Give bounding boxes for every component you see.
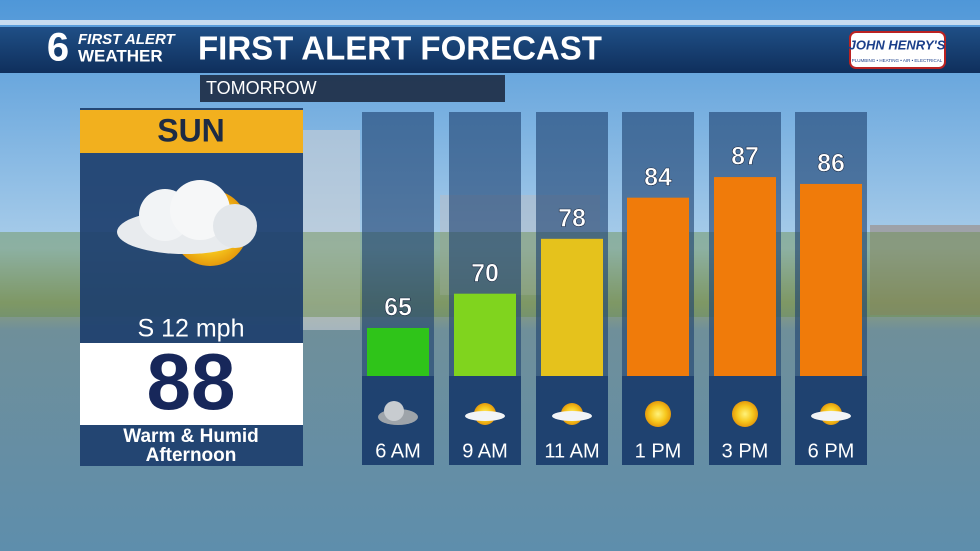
x-tick-label: 6 PM [808, 440, 855, 462]
title: FIRST ALERT FORECAST [198, 30, 602, 67]
condition: Afternoon [146, 445, 237, 466]
bar [714, 177, 776, 376]
sponsor-name: JOHN HENRY'S [849, 37, 946, 52]
logo-line: FIRST ALERT [78, 31, 177, 48]
x-tick-label: 3 PM [722, 440, 769, 462]
logo-line: WEATHER [78, 46, 163, 65]
bar [627, 197, 689, 376]
value-label: 86 [817, 150, 845, 178]
bar [541, 238, 603, 376]
weather-icon [117, 180, 257, 266]
sponsor-tagline: PLUMBING • HEATING • AIR • ELECTRICAL [852, 58, 943, 63]
subtitle-box [200, 75, 505, 102]
cloud [552, 411, 592, 421]
hourly-chart: 65 6 AM 70 9 AM 78 11 AM 84 1 PM 87 3 PM 86 6 PM [362, 112, 867, 465]
logo-number: 6 [47, 26, 69, 70]
bar [367, 327, 429, 376]
cloud [465, 411, 505, 421]
x-tick-label: 1 PM [635, 440, 682, 462]
header-line [0, 20, 980, 25]
condition: Warm & Humid [123, 426, 258, 447]
hour-icon [732, 401, 758, 427]
day-header [80, 110, 303, 153]
subtitle: TOMORROW [206, 78, 317, 98]
building [870, 225, 980, 315]
hour-icon [645, 401, 671, 427]
high-box [80, 343, 303, 425]
hour-icon [465, 403, 505, 425]
hour-icon [378, 401, 418, 425]
x-tick-label: 9 AM [462, 440, 508, 462]
value-label: 87 [731, 143, 759, 171]
bar [800, 183, 862, 376]
sponsor-logo [849, 31, 946, 69]
bar [454, 293, 516, 376]
cloud [384, 401, 404, 421]
x-tick-label: 11 AM [544, 440, 599, 462]
hour-icon [811, 403, 851, 425]
cloud [811, 411, 851, 421]
sun [645, 401, 671, 427]
wind: S 12 mph [137, 315, 244, 343]
x-tick-label: 6 AM [375, 440, 421, 462]
high-temp: 88 [147, 337, 236, 426]
value-label: 78 [558, 204, 586, 232]
day-label: SUN [157, 112, 225, 148]
hour-icon [552, 403, 592, 425]
sun [732, 401, 758, 427]
value-label: 70 [471, 259, 499, 287]
value-label: 65 [384, 294, 412, 322]
header-bar [0, 27, 980, 73]
value-label: 84 [644, 163, 672, 191]
building [300, 130, 360, 330]
